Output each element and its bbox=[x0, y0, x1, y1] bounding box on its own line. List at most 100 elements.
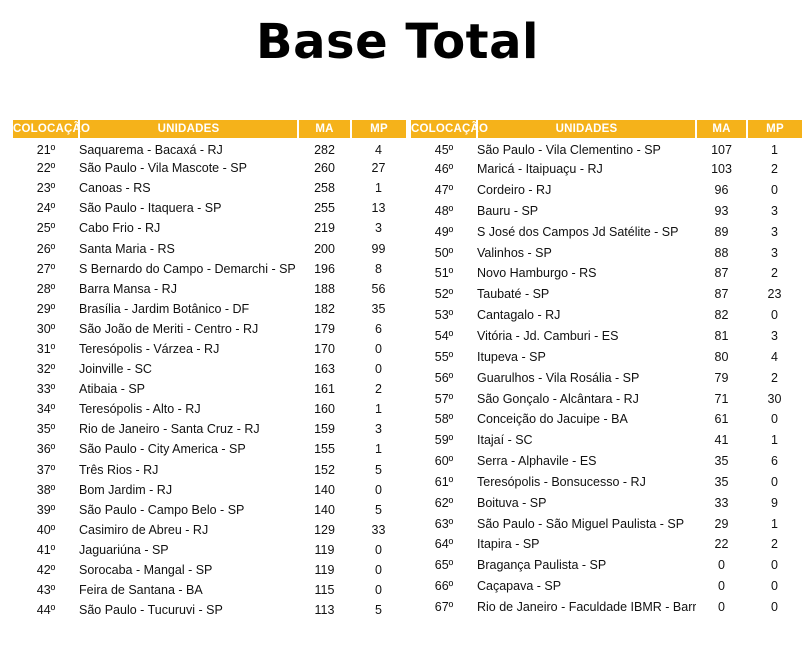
ma-value-cell: 159 bbox=[314, 422, 335, 437]
ma-value-cell: 119 bbox=[314, 563, 335, 578]
table-row: 56º Guarulhos - Vila Rosália - SP 79 2 bbox=[411, 367, 802, 388]
unit-name-cell: Conceição do Jacuipe - BA bbox=[477, 412, 628, 427]
header-ma: MA bbox=[696, 120, 748, 138]
table-row: 49º S José dos Campos Jd Satélite - SP 89 3 bbox=[411, 221, 802, 242]
ma-value-cell: 0 bbox=[718, 558, 725, 573]
mp-value-cell: 0 bbox=[375, 482, 382, 497]
position-cell: 60º bbox=[434, 454, 454, 469]
ma-value-cell: 219 bbox=[314, 221, 335, 236]
position-cell: 35º bbox=[36, 422, 56, 437]
position-cell: 41º bbox=[36, 542, 56, 557]
unit-name-cell: São João de Meriti - Centro - RJ bbox=[79, 321, 259, 336]
mp-value-cell: 0 bbox=[771, 579, 778, 594]
position-cell: 66º bbox=[434, 579, 454, 594]
header-mp: MP bbox=[747, 120, 802, 138]
ma-value-cell: 35 bbox=[714, 454, 729, 469]
unit-name-cell: Cantagalo - RJ bbox=[477, 308, 561, 323]
table-row: 45º São Paulo - Vila Clementino - SP 107 1 bbox=[411, 138, 802, 159]
unit-name-cell: São Paulo - Itaquera - SP bbox=[79, 201, 222, 216]
ma-value-cell: 182 bbox=[314, 301, 335, 316]
ma-value-cell: 258 bbox=[314, 181, 335, 196]
mp-value-cell: 33 bbox=[371, 522, 386, 537]
ma-value-cell: 170 bbox=[314, 341, 335, 356]
unit-name-cell: Rio de Janeiro - Faculdade IBMR - Barra … bbox=[477, 599, 696, 614]
table-row: 39º São Paulo - Campo Belo - SP 140 5 bbox=[13, 500, 406, 520]
table-row: 43º Feira de Santana - BA 115 0 bbox=[13, 580, 406, 600]
table-row: 53º Cantagalo - RJ 82 0 bbox=[411, 305, 802, 326]
ranking-table-left: COLOCAÇÃO UNIDADES MA MP 21º Saquarema - … bbox=[13, 120, 406, 620]
position-cell: 22º bbox=[36, 161, 56, 176]
ma-value-cell: 88 bbox=[714, 245, 729, 260]
unit-name-cell: São Paulo - São Miguel Paulista - SP bbox=[477, 516, 685, 531]
table-row: 48º Bauru - SP 93 3 bbox=[411, 201, 802, 222]
ma-value-cell: 152 bbox=[314, 462, 335, 477]
ma-value-cell: 87 bbox=[714, 266, 729, 281]
position-cell: 24º bbox=[36, 201, 56, 216]
unit-name-cell: Jaguariúna - SP bbox=[79, 542, 169, 557]
mp-value-cell: 4 bbox=[771, 349, 778, 364]
unit-name-cell: Cordeiro - RJ bbox=[477, 183, 552, 198]
unit-name-cell: Bauru - SP bbox=[477, 203, 539, 218]
table-row: 55º Itupeva - SP 80 4 bbox=[411, 346, 802, 367]
table-row: 23º Canoas - RS 258 1 bbox=[13, 178, 406, 198]
table-row: 61º Teresópolis - Bonsucesso - RJ 35 0 bbox=[411, 472, 802, 493]
unit-name-cell: Itapira - SP bbox=[477, 537, 540, 552]
unit-name-cell: Saquarema - Bacaxá - RJ bbox=[79, 142, 223, 157]
ma-value-cell: 179 bbox=[314, 321, 335, 336]
ma-value-cell: 163 bbox=[314, 362, 335, 377]
page-title: Base Total bbox=[256, 14, 539, 70]
unit-name-cell: Brasília - Jardim Botânico - DF bbox=[79, 301, 250, 316]
mp-value-cell: 27 bbox=[371, 161, 386, 176]
mp-value-cell: 0 bbox=[375, 362, 382, 377]
position-cell: 56º bbox=[434, 370, 454, 385]
table-header-row: COLOCAÇÃO UNIDADES MA MP bbox=[411, 120, 802, 138]
mp-value-cell: 2 bbox=[375, 382, 382, 397]
position-cell: 21º bbox=[36, 142, 56, 157]
mp-value-cell: 4 bbox=[375, 142, 382, 157]
unit-name-cell: Guarulhos - Vila Rosália - SP bbox=[477, 370, 640, 385]
table-row: 30º São João de Meriti - Centro - RJ 179 6 bbox=[13, 319, 406, 339]
mp-value-cell: 5 bbox=[375, 462, 382, 477]
ma-value-cell: 81 bbox=[714, 329, 729, 344]
table-row: 52º Taubaté - SP 87 23 bbox=[411, 284, 802, 305]
ranking-table-left-body: 21º Saquarema - Bacaxá - RJ 282 4 22º São Pau… bbox=[13, 138, 406, 620]
header-mp: MP bbox=[351, 120, 406, 138]
unit-name-cell: Bragança Paulista - SP bbox=[477, 558, 607, 573]
table-row: 26º Santa Maria - RS 200 99 bbox=[13, 238, 406, 258]
position-cell: 63º bbox=[434, 516, 454, 531]
position-cell: 47º bbox=[434, 183, 454, 198]
ma-value-cell: 160 bbox=[314, 402, 335, 417]
mp-value-cell: 56 bbox=[371, 281, 386, 296]
ma-value-cell: 61 bbox=[714, 412, 729, 427]
ma-value-cell: 255 bbox=[314, 201, 335, 216]
unit-name-cell: Maricá - Itaipuaçu - RJ bbox=[477, 162, 603, 177]
table-row: 28º Barra Mansa - RJ 188 56 bbox=[13, 279, 406, 299]
header-unidades: UNIDADES bbox=[477, 120, 697, 138]
ma-value-cell: 260 bbox=[314, 161, 335, 176]
position-cell: 49º bbox=[434, 224, 454, 239]
position-cell: 48º bbox=[434, 203, 454, 218]
position-cell: 28º bbox=[36, 281, 56, 296]
mp-value-cell: 0 bbox=[771, 308, 778, 323]
ma-value-cell: 161 bbox=[314, 382, 335, 397]
ma-value-cell: 33 bbox=[714, 495, 729, 510]
unit-name-cell: Sorocaba - Mangal - SP bbox=[79, 563, 213, 578]
unit-name-cell: São Gonçalo - Alcântara - RJ bbox=[477, 391, 639, 406]
ma-value-cell: 119 bbox=[314, 542, 335, 557]
unit-name-cell: Teresópolis - Bonsucesso - RJ bbox=[477, 474, 646, 489]
unit-name-cell: Serra - Alphavile - ES bbox=[477, 454, 597, 469]
mp-value-cell: 99 bbox=[371, 241, 386, 256]
unit-name-cell: Boituva - SP bbox=[477, 495, 547, 510]
unit-name-cell: Canoas - RS bbox=[79, 181, 151, 196]
mp-value-cell: 2 bbox=[771, 266, 778, 281]
position-cell: 59º bbox=[434, 433, 454, 448]
position-cell: 26º bbox=[36, 241, 56, 256]
mp-value-cell: 1 bbox=[375, 442, 382, 457]
ma-value-cell: 22 bbox=[714, 537, 729, 552]
table-row: 22º São Paulo - Vila Mascote - SP 260 27 bbox=[13, 158, 406, 178]
position-cell: 33º bbox=[36, 382, 56, 397]
position-cell: 38º bbox=[36, 482, 56, 497]
position-cell: 25º bbox=[36, 221, 56, 236]
table-row: 64º Itapira - SP 22 2 bbox=[411, 534, 802, 555]
position-cell: 29º bbox=[36, 301, 56, 316]
